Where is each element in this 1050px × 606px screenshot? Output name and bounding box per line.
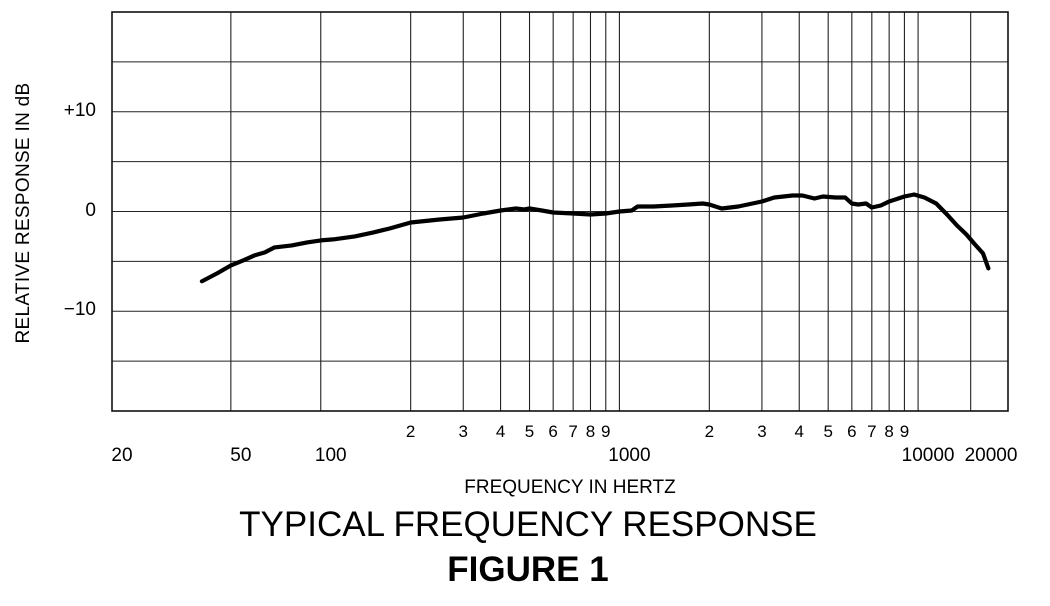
- x-minor-tick-label: 2: [704, 422, 715, 441]
- response-curve: [199, 192, 991, 284]
- x-minor-tick-label: 7: [867, 422, 877, 441]
- x-minor-tick-label: 6: [548, 422, 558, 441]
- x-major-tick-label: 10000: [901, 445, 955, 466]
- figure-caption: FIGURE 1: [447, 550, 609, 589]
- x-minor-tick-label: 5: [823, 422, 833, 441]
- x-minor-tick-label: 4: [794, 422, 804, 441]
- x-major-tick-label: 50: [230, 445, 252, 466]
- chart-title: TYPICAL FREQUENCY RESPONSE: [239, 505, 817, 544]
- x-minor-tick-label: 2: [405, 422, 416, 441]
- y-tick-label: 0: [85, 199, 96, 221]
- x-axis-label: FREQUENCY IN HERTZ: [464, 477, 676, 498]
- x-major-tick-label: 20000: [964, 445, 1018, 466]
- x-minor-tick-label: 9: [899, 422, 910, 441]
- x-minor-tick-label: 8: [884, 422, 894, 441]
- x-minor-tick-label: 8: [585, 422, 596, 441]
- x-minor-tick-label: 4: [495, 422, 506, 441]
- x-minor-tick-label: 5: [524, 422, 535, 441]
- x-major-tick-label: 100: [314, 445, 347, 466]
- plot-area-frame: [111, 11, 1009, 412]
- y-tick-label: −10: [63, 299, 96, 321]
- x-minor-tick-label: 3: [757, 422, 767, 441]
- x-minor-tick-label: 9: [601, 422, 611, 441]
- y-tick-label: +10: [63, 99, 96, 121]
- x-minor-tick-label: 3: [458, 422, 468, 441]
- x-major-tick-label: 1000: [608, 445, 651, 466]
- y-axis-label: RELATIVE RESPONSE IN dB: [13, 82, 34, 344]
- x-minor-tick-label: 7: [568, 422, 578, 441]
- x-minor-tick-label: 6: [847, 422, 857, 441]
- x-major-tick-label: 20: [111, 445, 133, 466]
